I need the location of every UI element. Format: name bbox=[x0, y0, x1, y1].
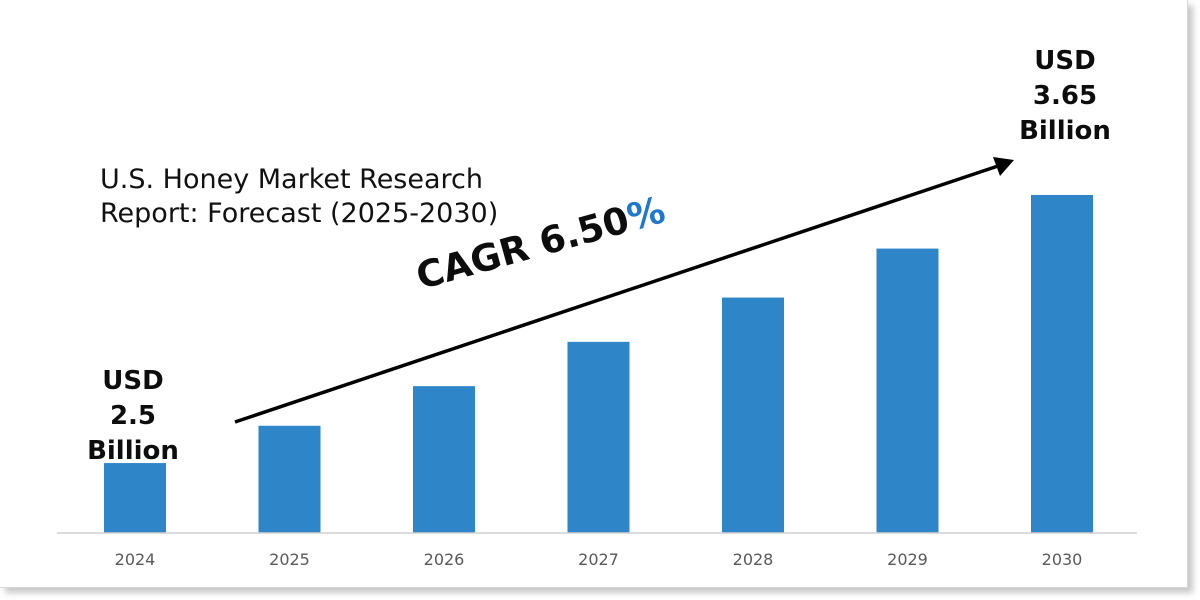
bar-2027 bbox=[567, 341, 630, 533]
chart-title: U.S. Honey Market Research Report: Forec… bbox=[100, 164, 499, 229]
start-value-callout: USD 2.5 Billion bbox=[78, 364, 188, 469]
start-value-amount: 2.5 bbox=[109, 401, 157, 431]
x-tick-label-2026: 2026 bbox=[424, 550, 465, 569]
bar-2029 bbox=[876, 248, 939, 533]
end-value-currency: USD bbox=[1034, 46, 1096, 76]
x-tick-label-2028: 2028 bbox=[733, 550, 774, 569]
x-tick-label-2027: 2027 bbox=[578, 550, 619, 569]
bar-2024 bbox=[104, 463, 166, 533]
end-value-amount: 3.65 bbox=[1032, 81, 1098, 111]
end-value-unit: Billion bbox=[1019, 116, 1111, 146]
bar-2030 bbox=[1031, 194, 1093, 533]
end-value-callout: USD 3.65 Billion bbox=[1010, 44, 1120, 149]
x-tick-label-2029: 2029 bbox=[887, 550, 928, 569]
bar-2028 bbox=[722, 297, 784, 533]
bar-2026 bbox=[413, 386, 475, 533]
bar-2025 bbox=[258, 425, 321, 533]
cagr-arrow-line bbox=[234, 164, 999, 424]
x-tick-label-2030: 2030 bbox=[1042, 550, 1083, 569]
cagr-arrow-head bbox=[993, 157, 1014, 176]
x-tick-label-2025: 2025 bbox=[269, 550, 310, 569]
start-value-currency: USD bbox=[102, 366, 164, 396]
start-value-unit: Billion bbox=[87, 436, 179, 466]
x-tick-label-2024: 2024 bbox=[115, 550, 156, 569]
